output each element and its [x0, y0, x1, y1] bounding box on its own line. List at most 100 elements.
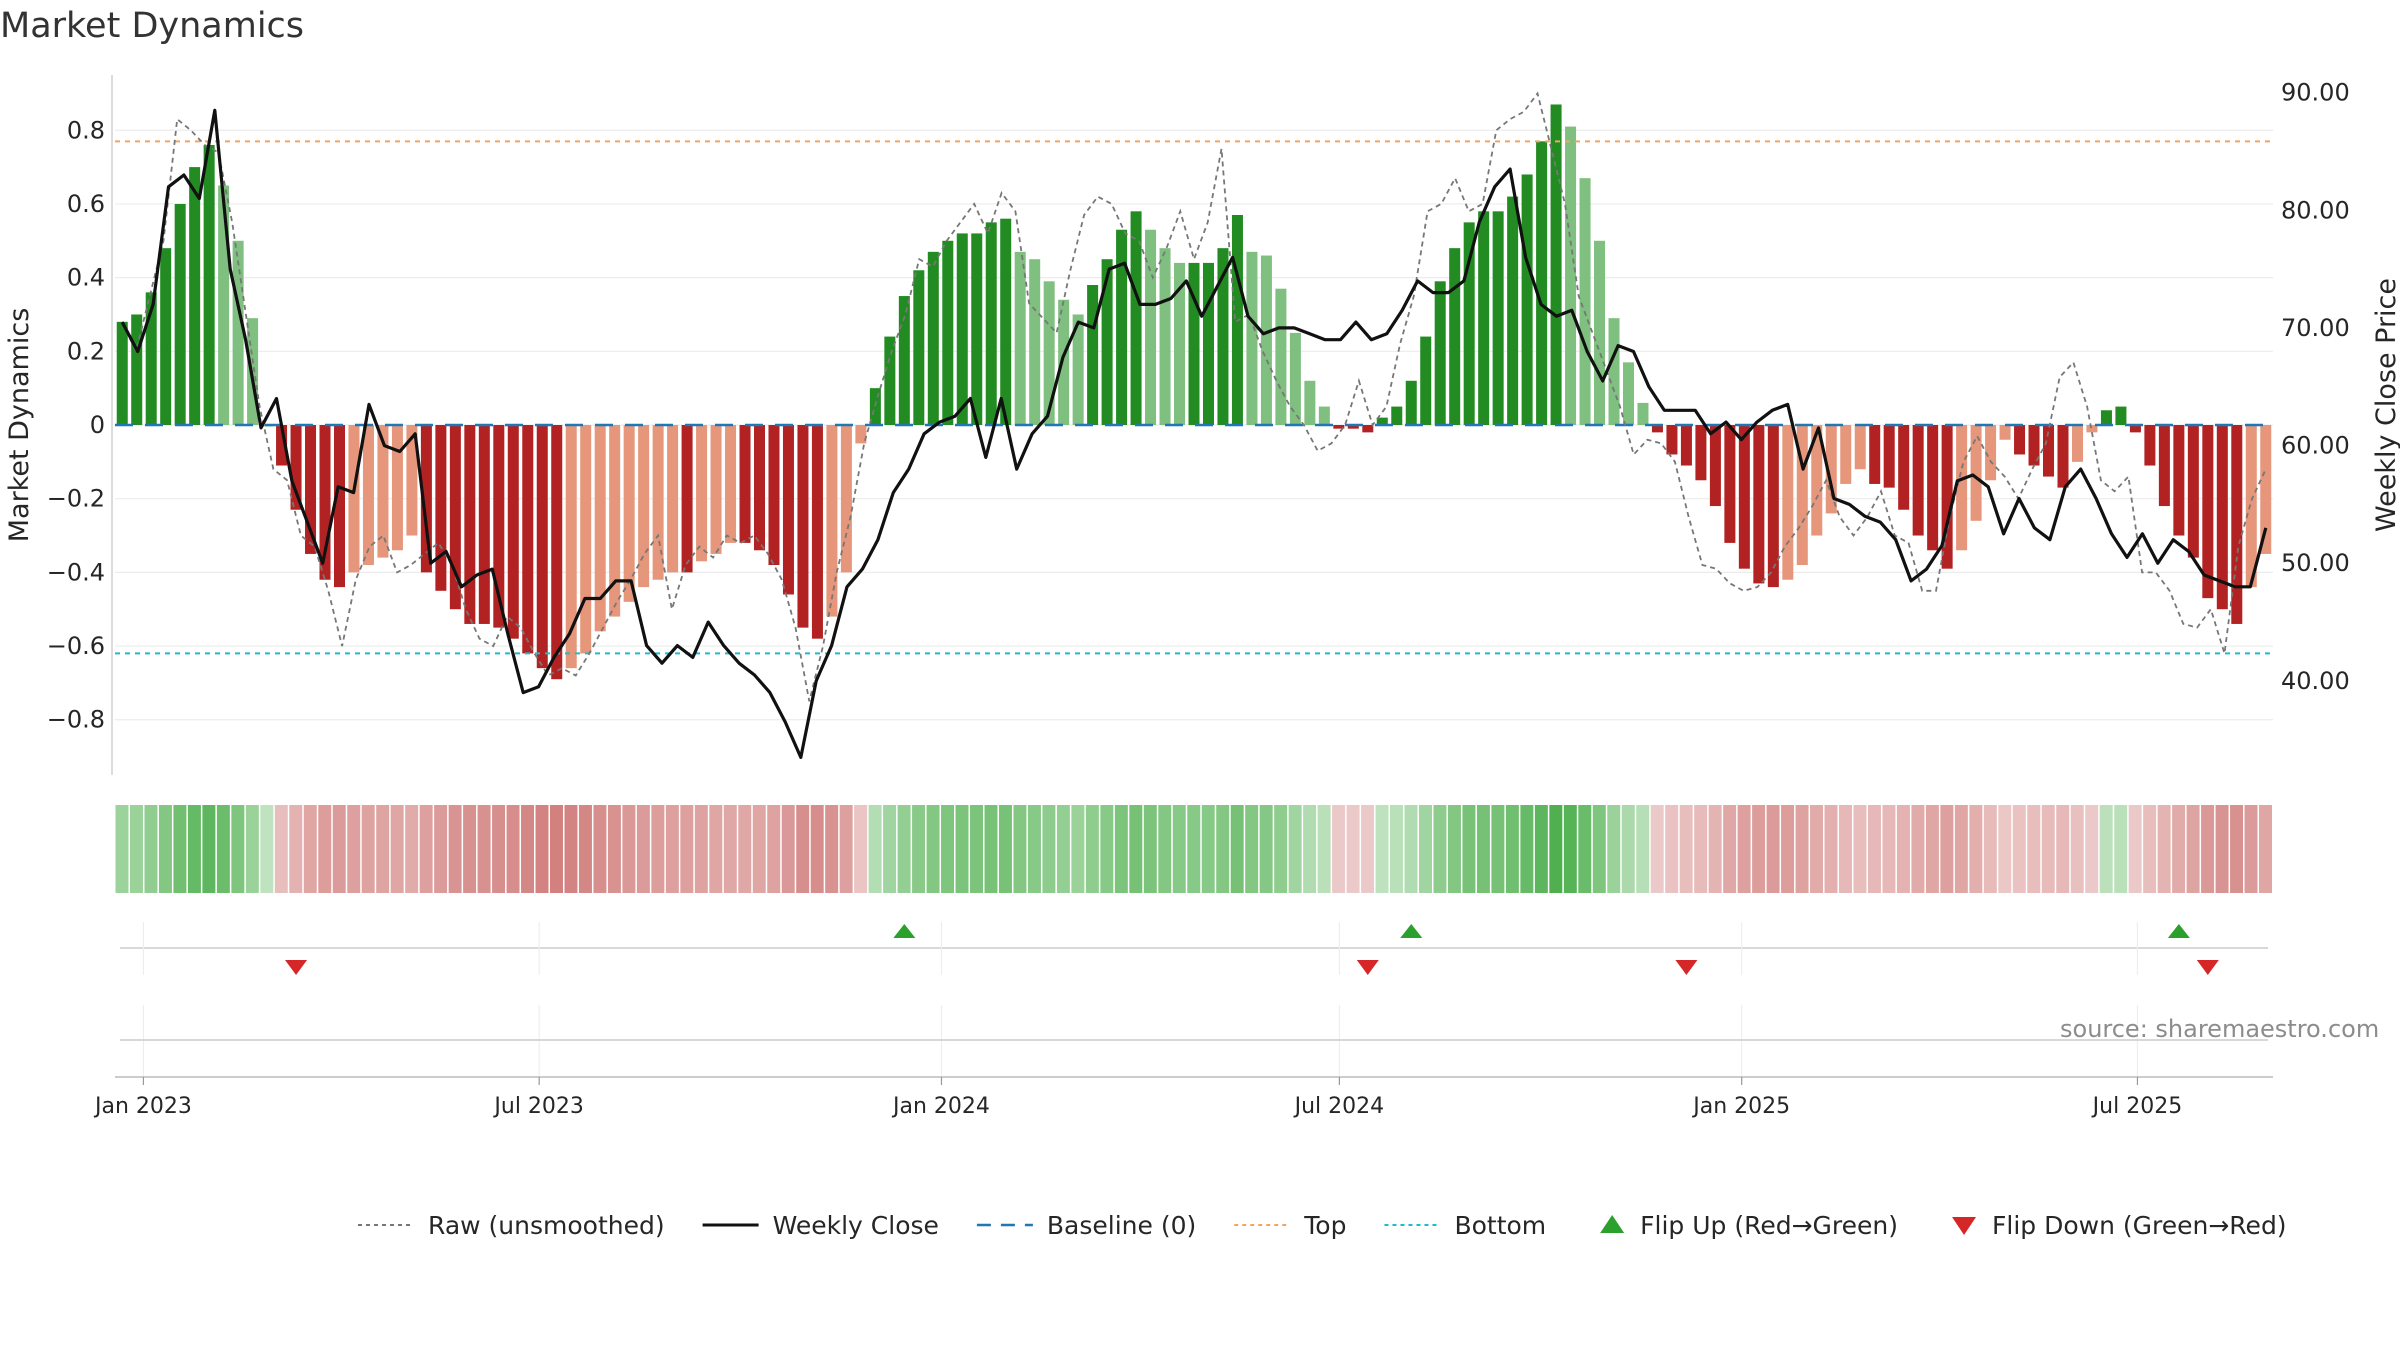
ribbon-cell	[463, 805, 477, 893]
ribbon-cell	[883, 805, 897, 893]
bar	[464, 425, 476, 624]
ribbon-cell	[694, 805, 708, 893]
chart-title: Market Dynamics	[0, 6, 305, 46]
ribbon-cell	[1708, 805, 1722, 893]
ribbon-cell	[390, 805, 404, 893]
bar	[1796, 425, 1808, 565]
bar	[1275, 288, 1287, 425]
ribbon-cell	[564, 805, 578, 893]
source-note: source: sharemaestro.com	[2060, 1015, 2380, 1043]
ribbon-cell	[1679, 805, 1693, 893]
ribbon-cell	[912, 805, 926, 893]
bar	[232, 240, 244, 425]
flip-up-marker	[893, 924, 916, 938]
bar	[594, 425, 606, 632]
ribbon-cell	[2201, 805, 2215, 893]
ribbon-cell	[2186, 805, 2200, 893]
bar	[855, 425, 867, 444]
bar	[1202, 262, 1214, 425]
bar	[1463, 222, 1475, 425]
bar	[1159, 248, 1171, 425]
ribbon-cell	[115, 805, 129, 893]
bar	[391, 425, 403, 551]
ribbon-cell	[318, 805, 332, 893]
ribbon-cell	[752, 805, 766, 893]
bar	[898, 296, 910, 425]
bar	[1333, 425, 1345, 429]
bar	[203, 145, 215, 425]
bar	[638, 425, 650, 588]
y-tick-label-left: −0.8	[47, 706, 105, 734]
ribbon-cell	[144, 805, 158, 893]
bar	[116, 321, 128, 425]
bar	[1941, 425, 1953, 569]
ribbon-cell	[825, 805, 839, 893]
ribbon-cell	[1085, 805, 1099, 893]
bar	[2260, 425, 2272, 554]
x-tick-label: Jan 2025	[1691, 1094, 1790, 1119]
bar	[362, 425, 374, 565]
ribbon-cell	[998, 805, 1012, 893]
bar	[2187, 425, 2199, 558]
bar	[536, 425, 548, 669]
ribbon-cell	[1404, 805, 1418, 893]
ribbon-cell	[897, 805, 911, 893]
bar	[1594, 240, 1606, 425]
bar	[1058, 299, 1070, 425]
bar	[696, 425, 708, 562]
ribbon-cell	[2172, 805, 2186, 893]
ribbon-cell	[2070, 805, 2084, 893]
bar	[305, 425, 317, 554]
legend-label: Raw (unsmoothed)	[428, 1211, 665, 1240]
bar	[1622, 362, 1635, 425]
ribbon-cell	[1433, 805, 1447, 893]
bar	[840, 425, 852, 573]
ribbon-cell	[2012, 805, 2026, 893]
bar	[826, 425, 838, 617]
bar	[1217, 248, 1229, 425]
bar	[1420, 336, 1432, 425]
bar	[971, 233, 983, 425]
ribbon-cell	[1896, 805, 1910, 893]
bar	[522, 425, 534, 654]
ribbon-cell	[738, 805, 752, 893]
bar	[1492, 211, 1504, 425]
ribbon-cell	[1230, 805, 1244, 893]
flip-up-marker	[1400, 924, 1423, 938]
ribbon-cell	[1114, 805, 1128, 893]
bar	[884, 336, 896, 425]
ribbon-cell	[1158, 805, 1172, 893]
bar	[160, 248, 172, 425]
bar	[1260, 255, 1272, 425]
ribbon-cell	[1013, 805, 1027, 893]
bar	[913, 270, 925, 425]
bar	[218, 185, 230, 425]
ribbon-cell	[1954, 805, 1968, 893]
bar	[1724, 425, 1736, 543]
ribbon-cell	[2128, 805, 2142, 893]
ribbon-cell	[1418, 805, 1432, 893]
bar	[1825, 425, 1837, 514]
bar	[2100, 410, 2112, 425]
bar	[1478, 211, 1490, 425]
ribbon-cell	[1665, 805, 1679, 893]
bar	[1434, 281, 1446, 425]
bar	[2158, 425, 2170, 507]
ribbon-cell	[1621, 805, 1635, 893]
ribbon-cell	[535, 805, 549, 893]
legend-swatch	[1952, 1217, 1977, 1235]
bar	[2129, 425, 2141, 433]
ribbon-cell	[1245, 805, 1259, 893]
ribbon-cell	[1274, 805, 1288, 893]
legend-item: Top	[1234, 1211, 1346, 1240]
ribbon-cell	[1839, 805, 1852, 893]
y-tick-label-right: 50.00	[2281, 549, 2350, 577]
ribbon-cell	[607, 805, 621, 893]
bar	[1550, 104, 1562, 425]
ribbon-cell	[1027, 805, 1041, 893]
bar	[725, 425, 737, 543]
bar	[652, 425, 664, 580]
ribbon-cell	[1911, 805, 1925, 893]
bar	[189, 167, 201, 425]
bar	[493, 425, 505, 628]
